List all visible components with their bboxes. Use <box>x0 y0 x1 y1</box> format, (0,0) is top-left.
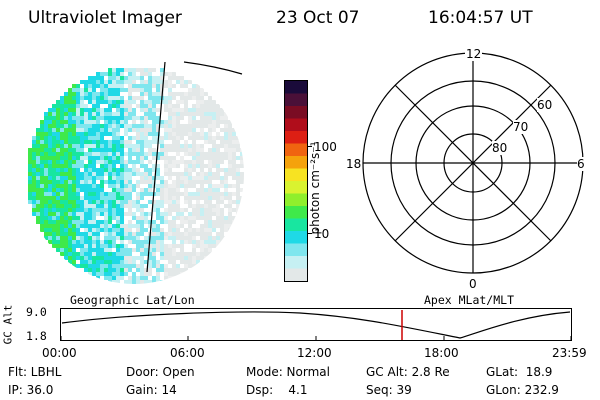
timeline-right-label: Apex MLat/MLT <box>424 293 514 307</box>
date-label: 23 Oct 07 <box>276 8 359 28</box>
y-tick-1-8: 1.8 <box>26 329 47 343</box>
colorbar-unit-label: photon cm⁻²s⁻¹ <box>308 128 322 248</box>
x-tick-2359: 23:59 <box>552 346 587 360</box>
colorbar-gradient <box>285 81 307 281</box>
uv-aurora-pixels <box>28 68 244 284</box>
polar-grid <box>330 45 600 290</box>
status-glat: GLat: 18.9 <box>486 365 552 379</box>
y-tick-9: 9.0 <box>26 305 47 319</box>
mlt-label-6: 6 <box>577 157 585 171</box>
status-gc-alt: GC Alt: 2.8 Re <box>366 365 450 379</box>
colorbar <box>284 80 308 282</box>
timeline-axis-title: GC Alt <box>2 303 15 347</box>
lat-label-80: 80 <box>492 141 507 155</box>
status-seq: Seq: 39 <box>366 383 412 397</box>
status-gain: Gain: 14 <box>126 383 177 397</box>
x-tick-0000: 00:00 <box>42 346 77 360</box>
lat-label-70: 70 <box>513 120 528 134</box>
altitude-timeline <box>60 308 574 344</box>
status-glon: GLon: 232.9 <box>486 383 559 397</box>
status-dsp: Dsp: 4.1 <box>246 383 308 397</box>
limb-arc <box>184 62 242 74</box>
status-filter: Flt: LBHL <box>8 365 61 379</box>
status-ip: IP: 36.0 <box>8 383 53 397</box>
status-door: Door: Open <box>126 365 195 379</box>
uv-image <box>0 0 260 290</box>
x-tick-1800: 18:00 <box>424 346 459 360</box>
timeline-left-label: Geographic Lat/Lon <box>70 293 195 307</box>
x-tick-1200: 12:00 <box>297 346 332 360</box>
altitude-curve <box>62 312 570 338</box>
mlt-label-0: 0 <box>469 277 477 291</box>
time-label: 16:04:57 UT <box>428 8 533 28</box>
mlt-label-18: 18 <box>346 157 361 171</box>
lat-label-60: 60 <box>537 98 552 112</box>
x-tick-0600: 06:00 <box>170 346 205 360</box>
mlt-label-12: 12 <box>465 47 482 61</box>
status-mode: Mode: Normal <box>246 365 330 379</box>
